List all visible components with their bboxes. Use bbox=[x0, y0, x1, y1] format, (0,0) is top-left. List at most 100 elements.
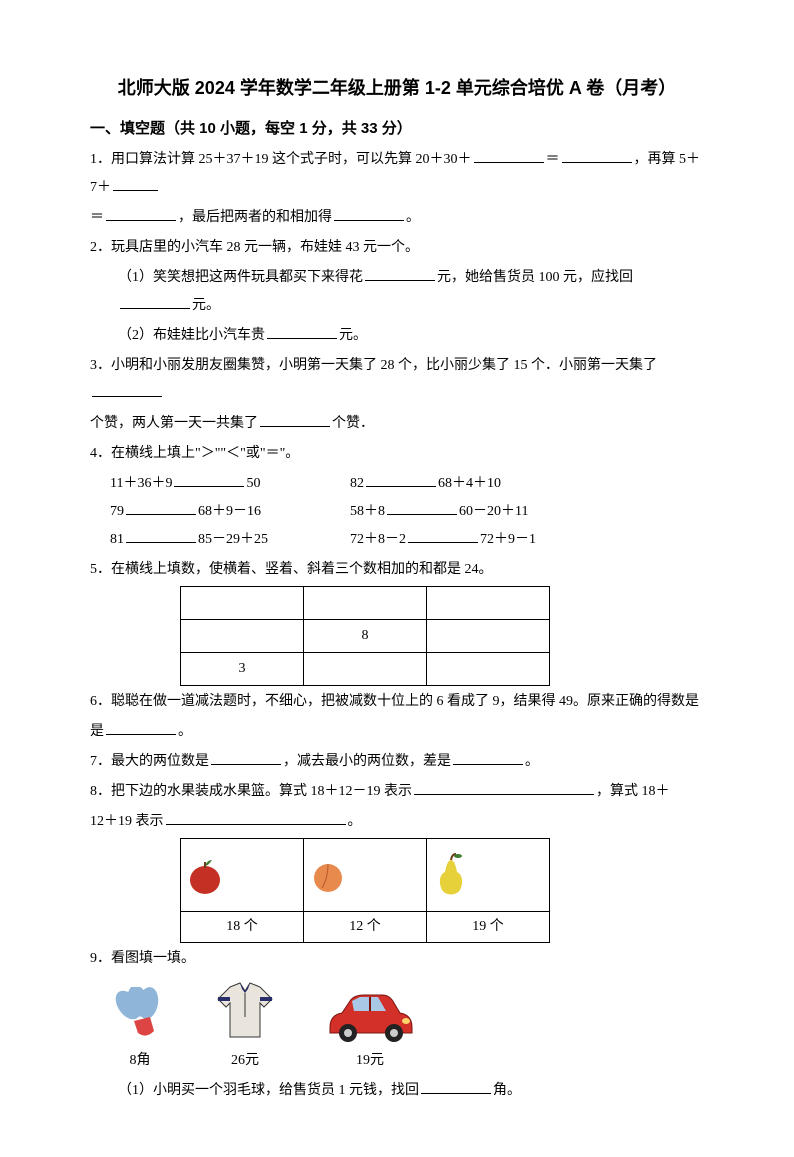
q1: 1．用口算法计算 25＋37＋19 这个式子时，可以先算 20＋30＋＝，再算 … bbox=[90, 146, 704, 202]
q2-1b: 元，她给售货员 100 元，应找回 bbox=[437, 270, 633, 285]
shuttlecock-icon bbox=[110, 987, 170, 1047]
q1-text-a: 1．用口算法计算 25＋37＋19 这个式子时，可以先算 20＋30＋ bbox=[90, 152, 472, 167]
q9-1: （1）小明买一个羽毛球，给售货员 1 元钱，找回 角。 bbox=[90, 1077, 704, 1105]
q9-lbl-2: 19元 bbox=[320, 1047, 420, 1075]
q5-cell[interactable] bbox=[304, 653, 427, 686]
car-icon bbox=[320, 987, 420, 1047]
q5-cell[interactable] bbox=[304, 587, 427, 620]
blank[interactable] bbox=[408, 528, 478, 543]
q4-rows: 11＋36＋9508268＋4＋10 7968＋9－1658＋860－20＋11… bbox=[90, 470, 704, 554]
blank[interactable] bbox=[260, 412, 330, 427]
q3: 3．小明和小丽发朋友圈集赞，小明第一天集了 28 个，比小丽少集了 15 个．小… bbox=[90, 352, 704, 408]
blank[interactable] bbox=[120, 294, 190, 309]
q5-cell: 8 bbox=[304, 620, 427, 653]
q8-line2: 12＋19 表示 。 bbox=[90, 808, 704, 836]
q7: 7．最大的两位数是 ，减去最小的两位数，差是 。 bbox=[90, 748, 704, 776]
q3-line2: 个赞，两人第一天一共集了 个赞． bbox=[90, 410, 704, 438]
blank[interactable] bbox=[414, 780, 594, 795]
q9-lbl-1: 26元 bbox=[210, 1047, 280, 1075]
q4r2r2: 72＋9－1 bbox=[480, 532, 536, 547]
q7-a: 7．最大的两位数是 bbox=[90, 754, 209, 769]
q3-b: 个赞，两人第一天一共集了 bbox=[90, 416, 258, 431]
q9-head: 9．看图填一填。 bbox=[90, 945, 704, 973]
q5-cell[interactable] bbox=[181, 620, 304, 653]
blank[interactable] bbox=[106, 206, 176, 221]
q8-lbl-0: 18 个 bbox=[181, 912, 304, 943]
q4r2l1: 81 bbox=[110, 532, 124, 547]
blank[interactable] bbox=[387, 500, 457, 515]
blank[interactable] bbox=[421, 1079, 491, 1094]
blank[interactable] bbox=[106, 720, 176, 735]
q8-d: 。 bbox=[348, 814, 362, 829]
q1-line2: ＝ ，最后把两者的和相加得 。 bbox=[90, 204, 704, 232]
page-title: 北师大版 2024 学年数学二年级上册第 1-2 单元综合培优 A 卷（月考） bbox=[90, 70, 704, 106]
q4r0l1: 11＋36＋9 bbox=[110, 476, 172, 491]
q2-2: （2）布娃娃比小汽车贵元。 bbox=[90, 322, 704, 350]
q2-head: 2．玩具店里的小汽车 28 元一辆，布娃娃 43 元一个。 bbox=[90, 234, 704, 262]
blank[interactable] bbox=[267, 324, 337, 339]
q6: 6．聪聪在做一道减法题时，不细心，把被减数十位上的 6 看成了 9，结果得 49… bbox=[90, 688, 704, 716]
blank[interactable] bbox=[113, 176, 158, 191]
q8: 8．把下边的水果装成水果篮。算式 18＋12－19 表示 ，算式 18＋ bbox=[90, 778, 704, 806]
q7-c: 。 bbox=[525, 754, 539, 769]
q4r2r1: 72＋8－2 bbox=[350, 532, 406, 547]
q1-text-d: ＝ bbox=[90, 210, 104, 225]
blank[interactable] bbox=[126, 528, 196, 543]
q5-cell[interactable] bbox=[181, 587, 304, 620]
q5-grid: 8 3 bbox=[180, 586, 550, 686]
q8-b: ，算式 18＋ bbox=[596, 784, 670, 799]
q5-cell[interactable] bbox=[427, 620, 550, 653]
q4r2l2: 85－29＋25 bbox=[198, 532, 268, 547]
blank[interactable] bbox=[92, 382, 162, 397]
q4r0r1: 82 bbox=[350, 476, 364, 491]
q6-line2: 是。 bbox=[90, 718, 704, 746]
q4r1r1: 58＋8 bbox=[350, 504, 385, 519]
apple-icon bbox=[181, 839, 304, 912]
q6-b: 。 bbox=[178, 724, 192, 739]
q5-cell: 3 bbox=[181, 653, 304, 686]
shirt-icon bbox=[210, 977, 280, 1047]
pear-icon bbox=[427, 839, 550, 912]
q2-1a: （1）笑笑想把这两件玩具都买下来得花 bbox=[118, 270, 363, 285]
q9-1a: （1）小明买一个羽毛球，给售货员 1 元钱，找回 bbox=[118, 1083, 419, 1098]
shuttlecock-item: 8角 bbox=[110, 987, 170, 1075]
blank[interactable] bbox=[366, 472, 436, 487]
q6-a: 6．聪聪在做一道减法题时，不细心，把被减数十位上的 6 看成了 9，结果得 49… bbox=[90, 694, 699, 709]
blank[interactable] bbox=[334, 206, 404, 221]
q2-2a: （2）布娃娃比小汽车贵 bbox=[118, 328, 265, 343]
car-item: 19元 bbox=[320, 987, 420, 1075]
q8-a: 8．把下边的水果装成水果篮。算式 18＋12－19 表示 bbox=[90, 784, 412, 799]
blank[interactable] bbox=[166, 810, 346, 825]
q3-a: 3．小明和小丽发朋友圈集赞，小明第一天集了 28 个，比小丽少集了 15 个．小… bbox=[90, 358, 657, 373]
q8-lbl-1: 12 个 bbox=[304, 912, 427, 943]
q7-b: ，减去最小的两位数，差是 bbox=[283, 754, 451, 769]
peach-icon bbox=[304, 839, 427, 912]
q4-head: 4．在横线上填上"＞""＜"或"＝"。 bbox=[90, 440, 704, 468]
q2-1: （1）笑笑想把这两件玩具都买下来得花 元，她给售货员 100 元，应找回元。 bbox=[90, 264, 704, 320]
q8-lbl-2: 19 个 bbox=[427, 912, 550, 943]
q1-text-f: 。 bbox=[406, 210, 420, 225]
blank[interactable] bbox=[562, 148, 632, 163]
q9-items: 8角 26元 19元 bbox=[90, 977, 704, 1075]
q5-head: 5．在横线上填数，使横着、竖着、斜着三个数相加的和都是 24。 bbox=[90, 556, 704, 584]
q1-text-b: ＝ bbox=[546, 152, 560, 167]
blank[interactable] bbox=[211, 750, 281, 765]
blank[interactable] bbox=[174, 472, 244, 487]
q2-1c: 元。 bbox=[192, 298, 220, 313]
q4r1r2: 60－20＋11 bbox=[459, 504, 528, 519]
blank[interactable] bbox=[474, 148, 544, 163]
q9-1b: 角。 bbox=[493, 1083, 521, 1098]
q4r1l2: 68＋9－16 bbox=[198, 504, 261, 519]
q8-fruit-table: 18 个 12 个 19 个 bbox=[180, 838, 550, 943]
q1-text-e: ，最后把两者的和相加得 bbox=[178, 210, 332, 225]
blank[interactable] bbox=[365, 266, 435, 281]
q5-cell[interactable] bbox=[427, 587, 550, 620]
q8-c: 12＋19 表示 bbox=[90, 814, 164, 829]
q3-c: 个赞． bbox=[332, 416, 374, 431]
blank[interactable] bbox=[453, 750, 523, 765]
q5-cell[interactable] bbox=[427, 653, 550, 686]
q4r0r2: 68＋4＋10 bbox=[438, 476, 501, 491]
q4r0l2: 50 bbox=[246, 476, 260, 491]
shirt-item: 26元 bbox=[210, 977, 280, 1075]
blank[interactable] bbox=[126, 500, 196, 515]
